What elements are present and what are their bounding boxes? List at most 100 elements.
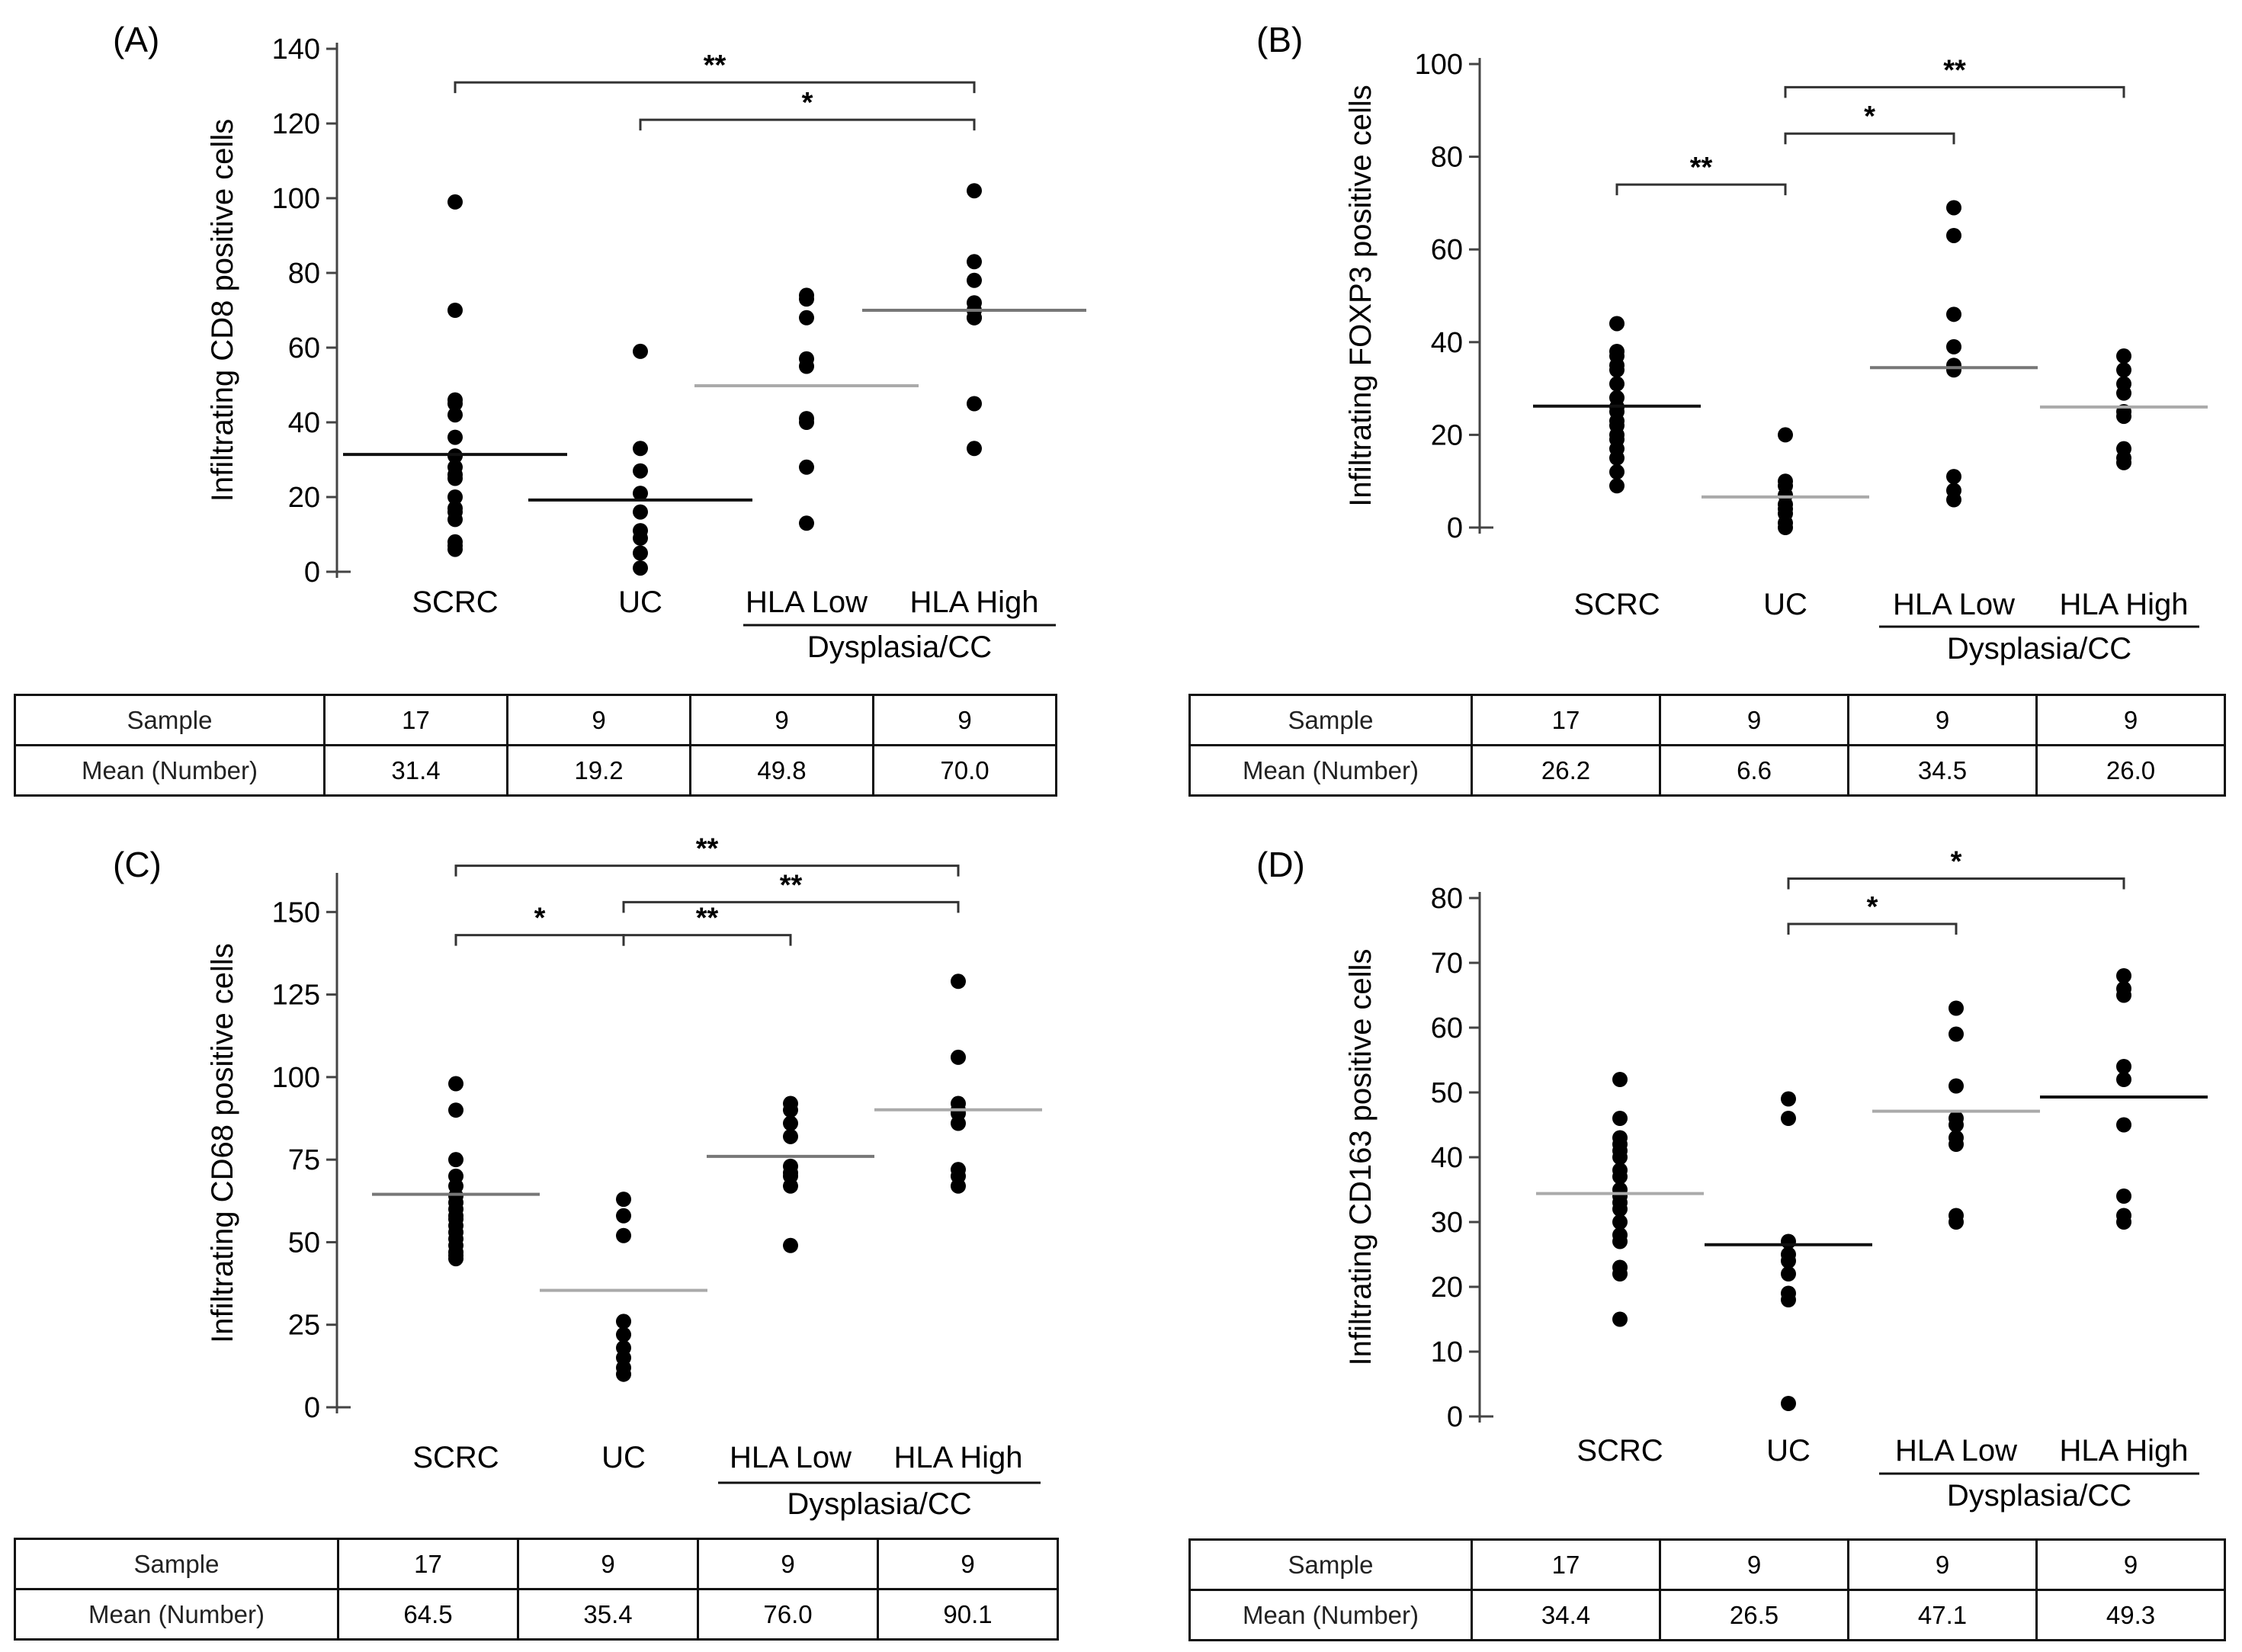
table-cell: 9	[689, 694, 874, 746]
table-row-label: Mean (Number)	[1188, 744, 1473, 797]
panel-label: (A)	[113, 20, 159, 59]
significance-label: **	[696, 833, 719, 865]
significance-bracket	[622, 900, 960, 913]
data-point	[633, 463, 648, 479]
data-point	[616, 1326, 631, 1342]
group-label: Dysplasia/CC	[1947, 632, 2131, 666]
table-cell: 19.2	[506, 744, 691, 797]
data-point	[448, 1251, 463, 1267]
data-point	[1781, 1253, 1796, 1269]
data-point	[447, 303, 463, 318]
table-cell: 9	[1847, 1538, 2038, 1591]
data-point	[1609, 450, 1625, 466]
data-point	[1949, 1026, 1964, 1042]
y-tick-label: 120	[272, 108, 320, 140]
significance-bracket	[454, 81, 976, 94]
table-cell: 9	[1847, 694, 2038, 746]
data-point	[967, 254, 982, 270]
summary-table: Sample 17 9 9 9 Mean (Number) 34.4 26.5 47.1 49.3	[1188, 1538, 2226, 1641]
table-cell: 49.3	[2035, 1589, 2226, 1641]
y-axis-label: Infiltrating CD68 positive cells	[206, 943, 239, 1343]
data-point	[799, 459, 814, 475]
table-cell: 17	[1471, 694, 1661, 746]
y-tick-label: 20	[288, 482, 320, 514]
significance-bracket	[1615, 183, 1787, 196]
data-point	[1612, 1150, 1628, 1165]
data-point	[783, 1128, 798, 1144]
data-point	[616, 1192, 631, 1208]
data-point	[1781, 1292, 1796, 1307]
table-row-label: Mean (Number)	[14, 744, 326, 797]
data-point	[2116, 362, 2131, 378]
data-point	[1612, 1214, 1628, 1230]
x-category-label: HLA High	[910, 585, 1039, 619]
data-point	[1612, 1111, 1628, 1126]
table-row-label: Mean (Number)	[1188, 1589, 1473, 1641]
y-tick-label: 70	[1431, 948, 1463, 980]
data-point	[783, 1115, 798, 1131]
y-tick-label: 50	[288, 1227, 320, 1259]
data-point	[633, 343, 648, 359]
table-cell: 76.0	[697, 1588, 879, 1641]
significance-label: *	[1951, 846, 1962, 878]
table-row-label: Sample	[14, 1538, 339, 1590]
data-point	[2116, 454, 2131, 470]
data-point	[1781, 1266, 1796, 1282]
significance-label: **	[696, 903, 719, 935]
y-axis-label: Infiltrating CD163 positive cells	[1344, 949, 1378, 1366]
summary-table: Sample 17 9 9 9 Mean (Number) 31.4 19.2 49.8 70.0	[14, 694, 1057, 797]
significance-label: *	[802, 87, 813, 119]
table-row-label: Sample	[1188, 1538, 1473, 1591]
data-point	[447, 194, 463, 210]
data-point	[2116, 348, 2131, 364]
table-cell: 90.1	[877, 1588, 1059, 1641]
y-tick-label: 40	[288, 407, 320, 439]
table-cell: 70.0	[872, 744, 1057, 797]
data-point	[967, 396, 982, 412]
data-point	[951, 974, 966, 990]
y-tick-label: 40	[1431, 327, 1463, 359]
data-point	[2116, 987, 2131, 1003]
y-tick-label: 80	[1431, 142, 1463, 174]
table-row-mean: Mean (Number) 64.5 35.4 76.0 90.1	[14, 1588, 1059, 1641]
data-point	[1946, 362, 1961, 378]
x-category-label: HLA Low	[1895, 1434, 2017, 1468]
data-point	[799, 291, 814, 307]
significance-bracket	[1784, 85, 2125, 98]
data-point	[1946, 306, 1961, 322]
group-label: Dysplasia/CC	[787, 1487, 971, 1521]
data-point	[447, 470, 463, 486]
data-point	[1949, 1078, 1964, 1094]
table-cell: 26.5	[1659, 1589, 1849, 1641]
significance-label: **	[1943, 54, 1966, 86]
y-tick-label: 100	[1415, 49, 1463, 81]
panel-label: (D)	[1256, 845, 1305, 884]
data-point	[633, 504, 648, 520]
data-point	[1609, 478, 1625, 494]
data-point	[447, 541, 463, 557]
y-tick-label: 60	[1431, 234, 1463, 266]
data-point	[633, 486, 648, 502]
significance-label: **	[780, 869, 803, 901]
summary-table: Sample 17 9 9 9 Mean (Number) 26.2 6.6 34.5 26.0	[1188, 694, 2226, 797]
y-tick-label: 100	[272, 183, 320, 215]
x-category-label: HLA Low	[746, 585, 868, 619]
data-point	[967, 310, 982, 326]
x-category-label: SCRC	[412, 585, 498, 619]
data-point	[799, 515, 814, 531]
y-tick-label: 80	[288, 258, 320, 290]
y-axis-label: Infiltrating FOXP3 positive cells	[1344, 85, 1378, 507]
y-tick-label: 0	[1447, 1401, 1463, 1433]
table-row-mean: Mean (Number) 26.2 6.6 34.5 26.0	[1188, 744, 2226, 797]
data-point	[447, 512, 463, 528]
x-category-label: UC	[1766, 1434, 1811, 1468]
table-row-sample: Sample 17 9 9 9	[14, 694, 1057, 746]
data-point	[447, 396, 463, 412]
significance-bracket	[1787, 922, 1958, 935]
data-point	[1946, 227, 1961, 243]
data-point	[783, 1102, 798, 1118]
data-point	[633, 560, 648, 576]
data-point	[633, 545, 648, 561]
table-row-sample: Sample 17 9 9 9	[14, 1538, 1059, 1590]
x-category-label: UC	[601, 1441, 646, 1474]
